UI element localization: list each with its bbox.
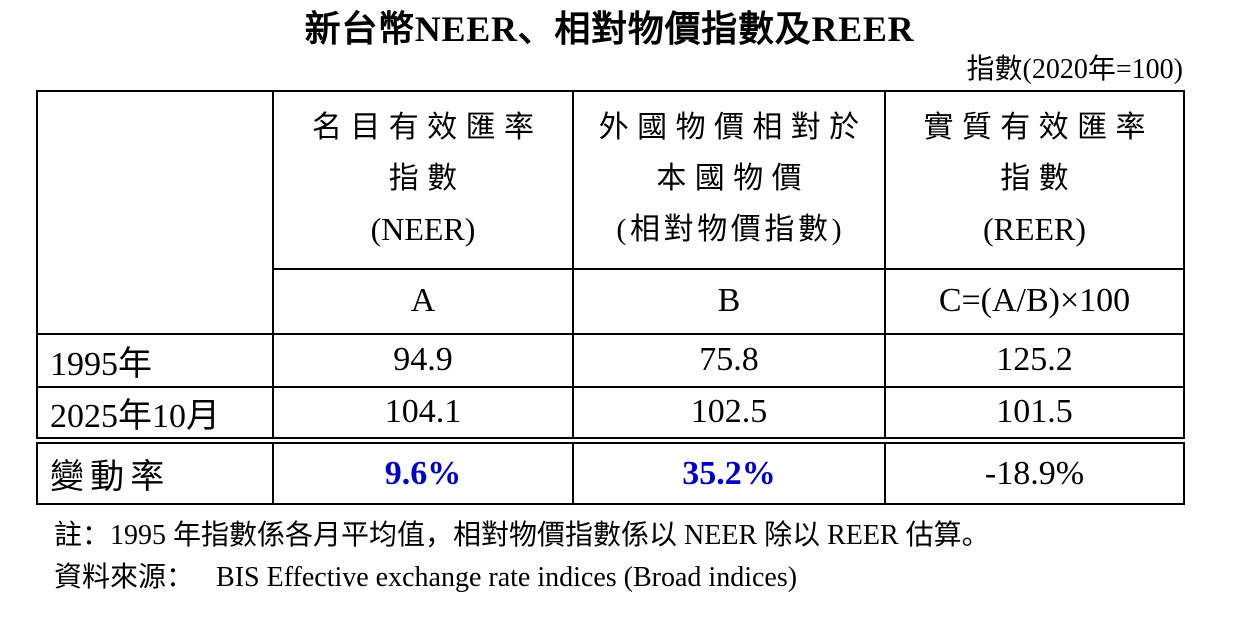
header-line: 指數 [1000,161,1078,195]
header-line: (NEER) [370,210,476,247]
page-title: 新台幣NEER、相對物價指數及REER [304,9,915,49]
code-cell-c: C=(A/B)×100 [884,267,1185,335]
table-header-row: 名目有效匯率 指數 (NEER) 外國物價相對於 本國物價 (相對物價指數) 實… [36,89,1185,335]
neer-reer-table: 名目有效匯率 指數 (NEER) 外國物價相對於 本國物價 (相對物價指數) 實… [36,89,1185,506]
note-label: 資料來源： [54,562,195,594]
header-line: 名目有效匯率 [311,110,543,144]
column-header-reer: 實質有效匯率 指數 (REER) [884,89,1185,270]
code-cell-a: A [272,267,574,335]
value-cell: 102.5 [572,385,886,444]
footnotes: 註：1995 年指數係各月平均值，相對物價指數係以 NEER 除以 REER 估… [36,515,1183,599]
column-header-relative-price: 外國物價相對於 本國物價 (相對物價指數) [572,89,886,270]
header-line: 實質有效匯率 [923,110,1154,144]
value-cell-emphasized: 9.6% [272,439,574,506]
row-label: 變動率 [36,439,274,506]
unit-note: 指數(2020年=100) [966,54,1183,86]
value-cell: 101.5 [884,385,1185,444]
header-line: (相對物價指數) [616,212,846,246]
value-cell: 94.9 [272,332,574,388]
header-line: 外國物價相對於 [598,110,868,144]
table-row-1995: 1995年 94.9 75.8 125.2 [36,332,1185,388]
corner-cell [36,89,274,335]
value-cell: 75.8 [572,332,886,388]
value-cell: -18.9% [884,439,1185,506]
note-label: 註： [54,520,111,552]
note-text: 1995 年指數係各月平均值，相對物價指數係以 NEER 除以 REER 估算。 [110,520,990,552]
row-label: 1995年 [36,332,274,388]
code-row: A B C=(A/B)×100 [37,267,1185,335]
value-cell: 125.2 [884,332,1185,388]
note-source: 資料來源： BIS Effective exchange rate indices… [54,557,1183,599]
column-header-neer: 名目有效匯率 指數 (NEER) [272,89,574,270]
table-row-change-rate: 變動率 9.6% 35.2% -18.9% [36,439,1185,506]
header-line: 本國物價 [656,161,810,195]
code-cell-b: B [572,267,886,335]
row-label: 2025年10月 [36,385,274,444]
note-text: BIS Effective exchange rate indices (Bro… [216,562,798,594]
header-line: 指數 [388,161,466,195]
value-cell: 104.1 [272,385,574,444]
header-line: (REER) [982,210,1087,247]
table-row-2025-10: 2025年10月 104.1 102.5 101.5 [36,385,1185,444]
note-methodology: 註：1995 年指數係各月平均值，相對物價指數係以 NEER 除以 REER 估… [54,515,1183,557]
value-cell-emphasized: 35.2% [572,439,886,506]
